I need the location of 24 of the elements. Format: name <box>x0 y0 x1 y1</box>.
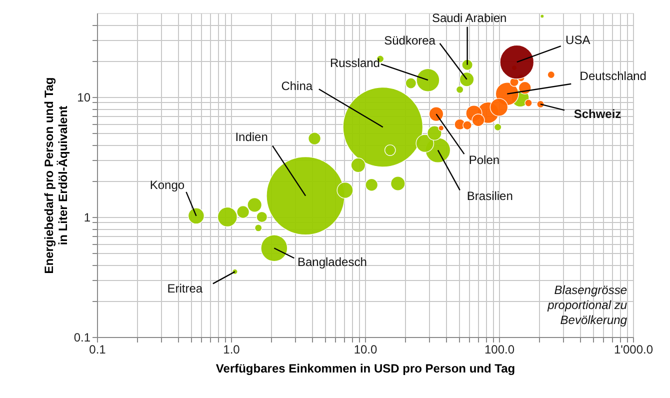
annotation: China <box>281 79 313 94</box>
annotation: Deutschland <box>580 68 646 83</box>
y-tick-label: 0.1 <box>74 330 91 344</box>
annotation: Schweiz <box>574 107 622 122</box>
annotation: Kongo <box>150 178 185 192</box>
annotation: Südkorea <box>384 33 436 48</box>
annotation: Blasengrösse proportional zu Bevölkerung <box>546 283 628 327</box>
annotation: Russland <box>330 56 380 70</box>
x-tick-label: 0.1 <box>89 342 106 356</box>
annotation: Brasilien <box>466 189 513 204</box>
annotation: Eritrea <box>167 282 203 296</box>
x-tick-label: 100.0 <box>484 342 515 356</box>
x-tick-label: 1'000.0 <box>614 342 654 356</box>
annotation: Indien <box>235 130 268 144</box>
annotation: USA <box>566 33 590 48</box>
annotation: Polen <box>468 153 500 168</box>
annotation: Saudi Arabien <box>432 10 507 25</box>
y-axis-title: Energiebedarf pro Person und Tag in Liter Erdöl-Äquivalent <box>42 77 70 274</box>
x-tick-label: 10.0 <box>354 342 378 356</box>
y-tick-label: 10 <box>77 90 91 104</box>
annotation: Bangladesch <box>297 255 367 270</box>
y-tick-label: 1 <box>84 210 91 224</box>
x-axis-title: Verfügbares Einkommen in USD pro Person und Tag <box>216 362 516 376</box>
x-tick-label: 1.0 <box>223 342 240 356</box>
